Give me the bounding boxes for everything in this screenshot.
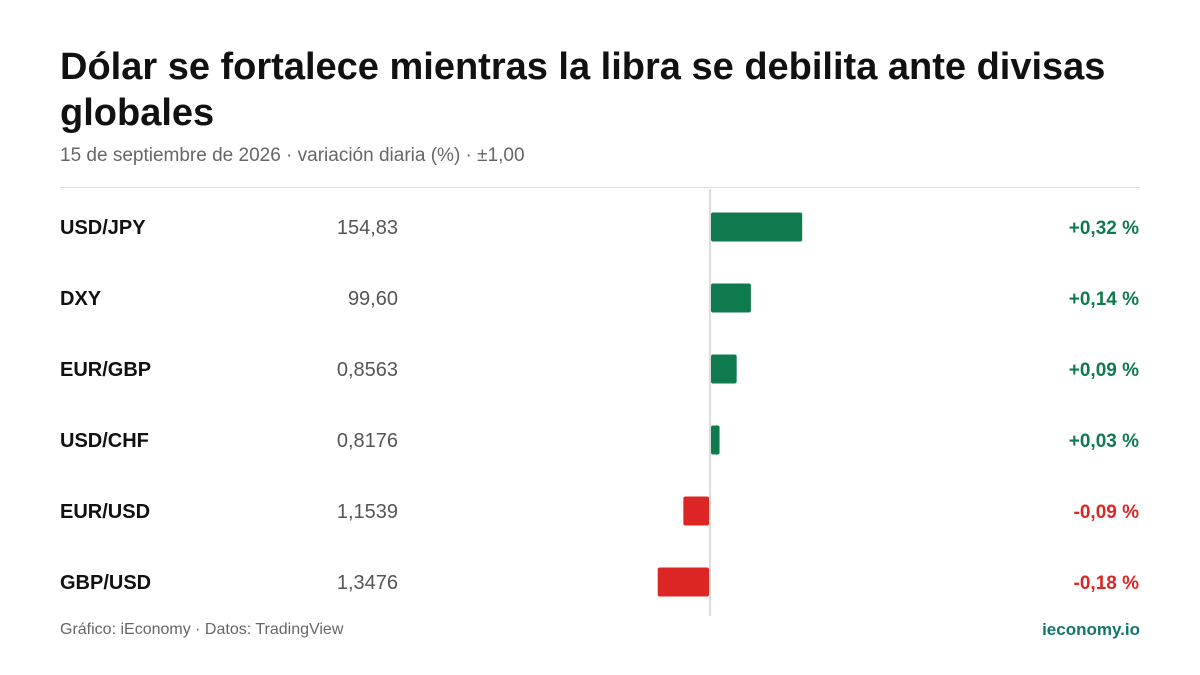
bar [711, 283, 751, 313]
value-label: +0,14 % [1069, 289, 1139, 310]
chart-title: Dólar se fortalece mientras la libra se … [60, 46, 1106, 134]
category-label: DXY [60, 288, 102, 310]
price-label: 0,8563 [337, 359, 398, 381]
bar [683, 496, 709, 526]
bar [711, 425, 720, 455]
value-label: +0,32 % [1069, 218, 1139, 239]
bar [657, 567, 709, 597]
category-label: GBP/USD [60, 572, 151, 594]
category-label: EUR/GBP [60, 359, 151, 381]
price-label: 1,1539 [337, 501, 398, 523]
category-label: USD/CHF [60, 430, 149, 452]
value-label: +0,09 % [1069, 360, 1139, 381]
footer-source: Gráfico: iEconomy · Datos: TradingView [60, 621, 344, 638]
price-label: 1,3476 [337, 572, 398, 594]
price-label: 99,60 [348, 288, 398, 310]
bar [711, 354, 737, 384]
price-label: 154,83 [337, 217, 398, 239]
category-label: EUR/USD [60, 501, 150, 523]
chart-subtitle: 15 de septiembre de 2026 · variación dia… [60, 145, 525, 166]
category-label: USD/JPY [60, 217, 146, 239]
value-label: +0,03 % [1069, 431, 1139, 452]
price-label: 0,8176 [337, 430, 398, 452]
value-label: -0,18 % [1074, 573, 1140, 594]
value-label: -0,09 % [1074, 502, 1140, 523]
footer-brand: ieconomy.io [1042, 620, 1140, 639]
header-divider [60, 187, 1140, 188]
bar [711, 212, 803, 242]
